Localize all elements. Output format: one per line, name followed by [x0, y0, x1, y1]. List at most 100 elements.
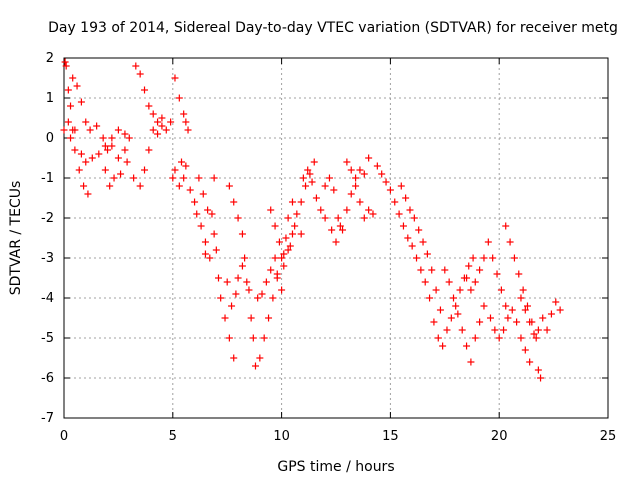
- data-point: [502, 302, 510, 310]
- data-point: [180, 110, 188, 118]
- chart-title: Day 193 of 2014, Sidereal Day-to-day VTE…: [48, 20, 618, 36]
- data-point: [552, 298, 560, 306]
- data-point: [123, 158, 131, 166]
- data-point: [234, 214, 242, 222]
- data-point: [299, 174, 307, 182]
- data-point: [495, 334, 503, 342]
- data-point: [169, 174, 177, 182]
- data-point: [245, 286, 253, 294]
- x-tick-label: 15: [382, 429, 399, 444]
- data-point: [410, 214, 418, 222]
- data-point: [167, 118, 175, 126]
- data-point: [539, 314, 547, 322]
- data-point: [526, 318, 534, 326]
- data-point: [304, 166, 312, 174]
- data-point: [537, 374, 545, 382]
- data-point: [321, 214, 329, 222]
- data-point: [271, 222, 279, 230]
- data-point: [191, 198, 199, 206]
- data-point: [106, 182, 114, 190]
- data-point: [141, 166, 149, 174]
- data-point: [395, 210, 403, 218]
- data-point: [275, 238, 283, 246]
- data-point: [456, 286, 464, 294]
- data-point: [75, 166, 83, 174]
- data-point: [61, 58, 69, 66]
- data-point: [480, 302, 488, 310]
- data-point: [480, 254, 488, 262]
- data-point: [278, 254, 286, 262]
- data-point: [360, 214, 368, 222]
- data-point: [513, 318, 521, 326]
- y-tick-label: 0: [46, 131, 54, 146]
- data-point: [217, 294, 225, 302]
- data-point: [534, 326, 542, 334]
- data-point: [230, 354, 238, 362]
- x-tick-label: 25: [600, 429, 617, 444]
- data-point: [267, 266, 275, 274]
- data-point: [360, 170, 368, 178]
- data-point: [269, 294, 277, 302]
- data-point: [467, 286, 475, 294]
- data-point: [521, 306, 529, 314]
- data-point: [406, 206, 414, 214]
- data-point: [241, 254, 249, 262]
- data-point: [441, 266, 449, 274]
- data-point: [230, 198, 238, 206]
- data-point: [214, 274, 222, 282]
- data-point: [493, 270, 501, 278]
- data-point: [439, 342, 447, 350]
- data-point: [64, 86, 72, 94]
- data-point: [434, 334, 442, 342]
- data-point: [497, 286, 505, 294]
- data-point: [476, 318, 484, 326]
- data-point: [121, 146, 129, 154]
- data-point: [88, 154, 96, 162]
- data-point: [419, 238, 427, 246]
- data-point: [500, 326, 508, 334]
- data-point: [67, 102, 75, 110]
- data-point: [201, 250, 209, 258]
- data-point: [101, 166, 109, 174]
- data-point: [413, 254, 421, 262]
- data-point: [254, 294, 262, 302]
- data-point: [158, 114, 166, 122]
- data-point: [232, 290, 240, 298]
- data-point: [447, 314, 455, 322]
- data-point: [284, 214, 292, 222]
- x-tick-label: 5: [169, 429, 177, 444]
- data-point: [238, 262, 246, 270]
- data-point: [73, 82, 81, 90]
- data-point: [343, 206, 351, 214]
- data-point: [443, 326, 451, 334]
- data-point: [519, 286, 527, 294]
- data-point: [517, 334, 525, 342]
- data-point: [225, 182, 233, 190]
- data-point: [339, 226, 347, 234]
- data-point: [502, 222, 510, 230]
- data-point: [110, 174, 118, 182]
- data-point: [378, 170, 386, 178]
- data-point: [415, 226, 423, 234]
- grid-lines: [64, 58, 608, 418]
- data-point: [288, 198, 296, 206]
- y-tick-label: 2: [46, 51, 54, 66]
- data-point: [234, 274, 242, 282]
- data-point: [471, 278, 479, 286]
- data-point: [125, 134, 133, 142]
- y-tick-label: -1: [41, 171, 54, 186]
- data-point: [532, 334, 540, 342]
- data-point: [243, 278, 251, 286]
- data-point: [491, 326, 499, 334]
- y-axis-label: SDTVAR / TECUs: [8, 181, 24, 296]
- data-point: [547, 310, 555, 318]
- data-point: [260, 334, 268, 342]
- data-point: [430, 318, 438, 326]
- data-point: [180, 174, 188, 182]
- data-point: [265, 314, 273, 322]
- data-point: [95, 150, 103, 158]
- data-point: [101, 142, 109, 150]
- data-point: [225, 334, 233, 342]
